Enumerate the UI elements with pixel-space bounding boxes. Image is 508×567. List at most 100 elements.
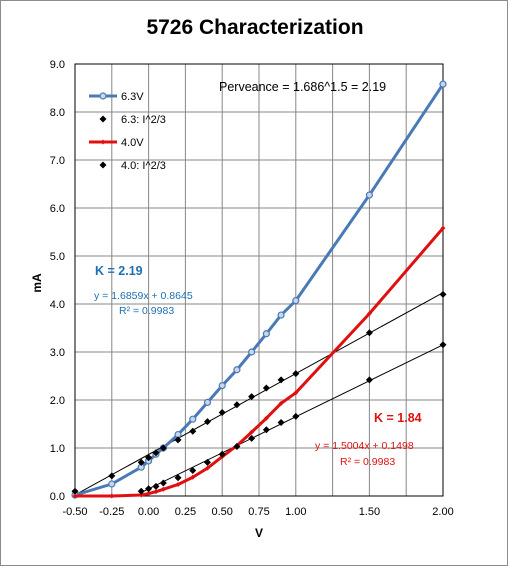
data-point [365,376,373,384]
data-point [152,449,160,457]
legend-label: 6.3V [121,91,144,103]
data-point [108,480,116,488]
data-point [278,400,284,406]
data-point [440,225,446,231]
data-point [292,370,300,378]
x-tick-label: 0.50 [211,506,232,518]
legend: 6.3V 6.3: I^2/3 4.0V 4.0: I^2/3 [89,91,166,172]
trendline [74,292,444,496]
data-point [145,454,153,462]
data-point [262,384,270,392]
x-tick-label: 2.00 [432,506,453,518]
y-tick-label: 6.0 [50,203,65,215]
data-point [137,458,145,466]
data-point [439,290,447,298]
k-red-label: K = 1.84 [374,411,422,425]
y-tick-label: 2.0 [50,395,65,407]
trendline [141,344,444,493]
data-point [218,382,226,390]
data-point [233,401,241,409]
data-point [137,487,145,495]
data-point [174,436,182,444]
y-tick-label: 1.0 [50,443,65,455]
y-tick-label: 9.0 [50,59,65,71]
legend-marker [99,92,107,100]
x-tick-label: 0.75 [248,506,269,518]
x-tick-label: 0.25 [175,506,196,518]
data-point [439,341,447,349]
data-point [248,348,256,356]
y-tick-label: 8.0 [50,107,65,119]
data-point [145,485,153,493]
data-point [109,493,115,499]
x-axis-label: V [255,526,263,540]
data-point [204,465,210,471]
data-point [366,311,372,317]
data-point [189,415,197,423]
trendlines [74,292,444,496]
k-blue-label: K = 2.19 [95,264,143,278]
data-point [277,376,285,384]
legend-label: 4.0V [121,137,144,149]
legend-marker [99,161,107,169]
series-4-0v [72,225,446,499]
y-axis-label: mA [30,273,44,293]
x-tick-label: -0.50 [62,506,87,518]
data-point [189,427,197,435]
data-point [365,191,373,199]
equation-red: y = 1.5004x + 0.1498 [315,440,414,452]
legend-entry: 4.0V [89,137,144,149]
data-point [138,492,144,498]
r-squared-red: R² = 0.9983 [340,456,395,468]
legend-label: 4.0: I^2/3 [121,160,166,172]
equation-blue: y = 1.6859x + 0.8645 [94,290,193,302]
data-point [72,493,78,499]
data-point [292,297,300,305]
legend-marker [100,139,106,145]
series-group [71,80,447,499]
data-point [233,366,241,374]
legend-entry: 6.3V [89,91,144,103]
y-tick-label: 0.0 [50,491,65,503]
data-point [153,489,159,495]
data-point [263,415,269,421]
data-point [248,434,256,442]
data-point [152,482,160,490]
data-point [262,330,270,338]
y-tick-label: 4.0 [50,299,65,311]
data-point [233,443,241,451]
data-point [203,418,211,426]
data-point [249,429,255,435]
data-point [203,458,211,466]
data-point [189,467,197,475]
x-tick-label: 1.50 [359,506,380,518]
legend-entry: 6.3: I^2/3 [99,114,166,126]
data-point [248,393,256,401]
data-point [159,479,167,487]
legend-entry: 4.0: I^2/3 [99,160,166,172]
data-point [439,80,447,88]
data-point [292,412,300,420]
data-point [175,481,181,487]
data-point [71,487,79,495]
data-point [146,491,152,497]
data-point [218,450,226,458]
y-tick-label: 3.0 [50,347,65,359]
data-point [174,474,182,482]
plot-border [74,63,444,497]
data-point [365,329,373,337]
tick-labels: -0.50 -0.25 0.00 0.25 0.50 0.75 1.00 1.50 2.00 0.… [50,59,454,518]
legend-marker [99,115,107,123]
data-point [277,419,285,427]
perveance-annotation: Perveance = 1.686^1.5 = 2.19 [219,80,386,94]
data-point [277,311,285,319]
data-point [293,390,299,396]
data-point [160,486,166,492]
r-squared-blue: R² = 0.9983 [119,305,174,317]
data-point [218,408,226,416]
y-tick-label: 7.0 [50,155,65,167]
data-point [190,474,196,480]
x-tick-label: -0.25 [99,506,124,518]
data-point [159,444,167,452]
